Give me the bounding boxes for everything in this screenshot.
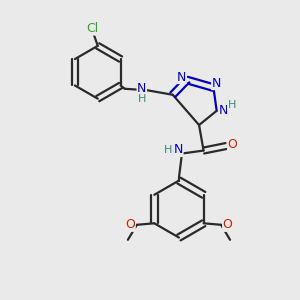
Text: N: N [137, 82, 146, 95]
Text: H: H [164, 145, 173, 155]
Text: N: N [174, 143, 183, 156]
Text: O: O [223, 218, 232, 231]
Text: O: O [228, 138, 238, 151]
Text: N: N [212, 76, 221, 90]
Text: H: H [138, 94, 146, 104]
Text: Cl: Cl [86, 22, 98, 35]
Text: N: N [219, 104, 228, 117]
Text: H: H [227, 100, 236, 110]
Text: O: O [125, 218, 135, 231]
Text: N: N [177, 70, 186, 83]
